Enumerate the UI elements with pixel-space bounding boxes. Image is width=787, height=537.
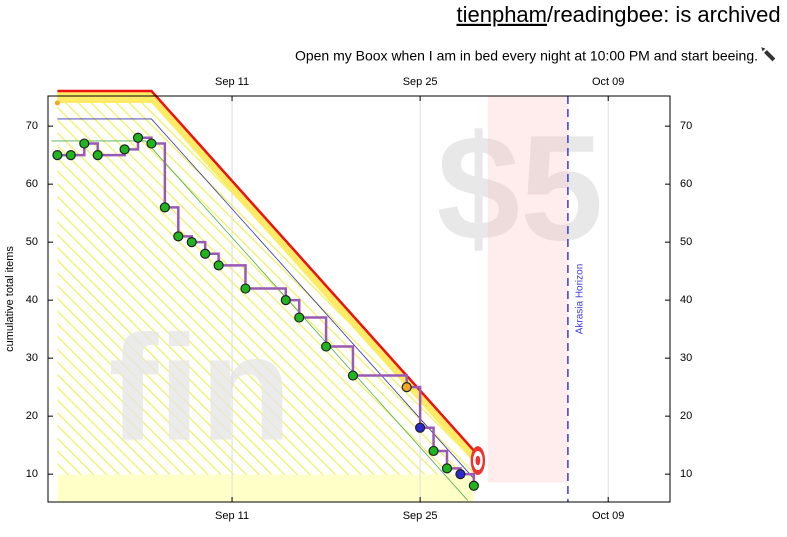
data-point [428,445,439,457]
road-start [54,100,60,106]
y-tick-label: 40 [680,294,692,306]
data-point [92,150,103,161]
step-line [218,264,247,289]
data-point [455,469,466,480]
goal-subtitle: Open my Boox when I am in bed every nigh… [295,48,758,64]
x-tick-label: Oct 09 [592,76,624,88]
step-line [326,345,355,376]
y-tick-label: 70 [680,120,692,132]
plot-frame [47,95,671,503]
data-point [441,463,453,474]
data-point [320,341,332,352]
x-tick-label: Sep 25 [403,510,438,522]
user-link[interactable]: tienpham [456,2,547,27]
data-point [415,422,426,433]
watermark-status: fin [108,304,291,472]
data-point [132,132,144,143]
data-point [186,237,197,248]
data-point [468,480,479,491]
data-point [280,295,291,306]
y-tick-label: 10 [26,468,38,480]
data-point [401,382,412,393]
data-point [213,260,224,271]
data-point [146,138,157,149]
x-tick-label: Sep 11 [215,510,249,522]
goal-title: /readingbee: is archived [547,2,781,27]
flat-area [57,474,474,502]
y-axis-label: cumulative total items [4,246,16,352]
y-tick-label: 60 [26,178,38,190]
y-tick-label: 40 [26,294,38,306]
data-point [347,370,359,381]
data-point [240,283,251,294]
y-tick-label: 70 [26,120,38,132]
data-point [173,231,184,242]
x-tick-label: Sep 25 [403,76,438,88]
data-point [65,150,76,161]
lane-line [57,118,475,479]
x-tick-label: Sep 11 [215,76,249,88]
y-tick-label: 50 [26,236,38,248]
step-line [299,316,328,347]
y-tick-label: 60 [680,178,692,190]
horizon-label: Akrasia Horizon [575,264,586,335]
y-tick-label: 20 [680,410,692,422]
safe-area [57,102,474,503]
horizon-region [487,96,568,483]
data-point [79,138,90,149]
data-point [52,150,63,161]
data-point [159,202,170,213]
data-point [119,144,130,155]
x-tick-label: Oct 09 [592,510,624,522]
watermark-goal: $5 [437,104,604,272]
y-tick-label: 50 [680,236,692,248]
y-tick-label: 30 [26,352,38,364]
y-tick-label: 10 [680,468,692,480]
target [475,455,481,466]
edit-icon[interactable] [760,46,776,62]
road [57,89,475,452]
y-tick-label: 20 [26,410,38,422]
data-point [294,312,305,323]
y-tick-label: 30 [680,352,692,364]
data-point [200,248,211,259]
